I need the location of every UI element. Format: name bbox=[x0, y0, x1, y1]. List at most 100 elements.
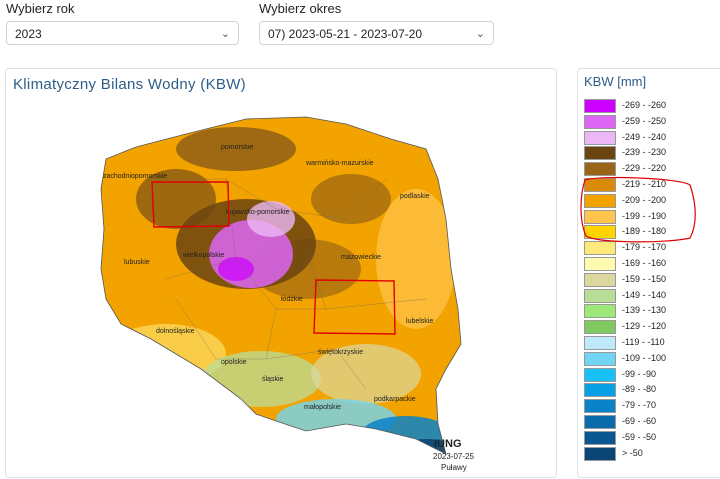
legend-swatch bbox=[584, 272, 616, 287]
chevron-down-icon: ⌄ bbox=[220, 28, 230, 40]
legend-range: -169 - -160 bbox=[622, 258, 667, 268]
legend-range: -259 - -250 bbox=[622, 115, 667, 126]
legend-range: -199 - -190 bbox=[622, 210, 667, 221]
region-label: podkarpackie bbox=[374, 396, 416, 403]
legend-item: -139 - -130 bbox=[584, 304, 720, 319]
legend-swatch bbox=[584, 320, 616, 335]
region-label: małopolskie bbox=[304, 404, 341, 411]
map-card: Klimatyczny Bilans Wodny (KBW) bbox=[5, 68, 557, 478]
legend-swatch bbox=[584, 99, 616, 113]
legend-range: > -50 bbox=[622, 447, 643, 458]
annotation-box bbox=[313, 279, 396, 335]
map-place: Puławy bbox=[441, 463, 467, 472]
legend-range: -189 - -180 bbox=[622, 226, 667, 237]
legend-range: -209 - -200 bbox=[622, 194, 667, 205]
legend-swatch bbox=[584, 225, 616, 240]
legend-item: -69 - -60 bbox=[584, 415, 720, 430]
region-label: opolskie bbox=[221, 359, 247, 366]
region-label: zachodniopomorskie bbox=[103, 173, 167, 180]
legend-swatch bbox=[584, 336, 616, 350]
legend-range: -159 - -150 bbox=[622, 273, 667, 284]
legend-range: -239 - -230 bbox=[622, 147, 667, 158]
legend-swatch bbox=[584, 178, 616, 192]
period-select-value: 07) 2023-05-21 - 2023-07-20 bbox=[268, 27, 423, 41]
legend-item: -199 - -190 bbox=[584, 209, 720, 225]
legend-item: -269 - -260 bbox=[584, 99, 720, 114]
region-label: lubuskie bbox=[124, 259, 150, 266]
legend-card: KBW [mm] -269 - -260 -259 - -250 -249 - -2… bbox=[577, 68, 720, 478]
year-label: Wybierz rok bbox=[6, 1, 75, 16]
region-label: warmińsko-mazurskie bbox=[305, 160, 374, 167]
legend-range: -269 - -260 bbox=[622, 100, 667, 110]
map-date: 2023-07-25 bbox=[433, 452, 474, 461]
legend-item: -219 - -210 bbox=[584, 178, 720, 193]
map-title: Klimatyczny Bilans Wodny (KBW) bbox=[13, 76, 246, 93]
region-label: mazowieckie bbox=[341, 254, 381, 261]
region-label: wielkopolskie bbox=[182, 252, 224, 259]
legend-range: -109 - -100 bbox=[622, 352, 667, 363]
legend-swatch bbox=[584, 193, 616, 208]
legend-swatch bbox=[584, 209, 616, 224]
region-label: kujawsko-pomorskie bbox=[226, 209, 290, 216]
annotation-box bbox=[151, 181, 230, 228]
legend-item: -259 - -250 bbox=[584, 114, 720, 130]
legend-swatch bbox=[584, 146, 616, 161]
legend-item: -229 - -220 bbox=[584, 162, 720, 177]
region-label: pomorskie bbox=[221, 144, 253, 151]
legend-swatch bbox=[584, 241, 616, 256]
legend-swatch bbox=[584, 162, 616, 177]
legend-item: -209 - -200 bbox=[584, 193, 720, 209]
legend-item: -129 - -120 bbox=[584, 320, 720, 335]
legend-swatch bbox=[584, 415, 616, 429]
legend-swatch bbox=[584, 367, 616, 382]
legend-item: -119 - -110 bbox=[584, 336, 720, 351]
period-label: Wybierz okres bbox=[259, 1, 342, 16]
legend-swatch bbox=[584, 114, 616, 129]
legend-range: -179 - -170 bbox=[622, 242, 667, 253]
year-select-value: 2023 bbox=[15, 27, 42, 41]
region-label: lubelskie bbox=[406, 318, 433, 325]
legend-item: -239 - -230 bbox=[584, 146, 720, 161]
legend-range: -89 - -80 bbox=[622, 384, 657, 395]
legend-range: -69 - -60 bbox=[622, 416, 657, 426]
legend-item: -99 - -90 bbox=[584, 367, 720, 383]
legend-range: -119 - -110 bbox=[622, 337, 665, 347]
kbw-map: pomorskie warmińsko-mazurskie zachodniop… bbox=[100, 116, 474, 472]
legend-range: -249 - -240 bbox=[622, 131, 667, 142]
legend-range: -99 - -90 bbox=[622, 368, 657, 379]
legend-swatch bbox=[584, 257, 616, 271]
legend-range: -129 - -120 bbox=[622, 321, 667, 332]
legend-swatch bbox=[584, 288, 616, 303]
legend-range: -79 - -70 bbox=[622, 400, 657, 411]
legend-item: -169 - -160 bbox=[584, 257, 720, 272]
legend-range: -219 - -210 bbox=[622, 179, 667, 189]
legend-swatch bbox=[584, 130, 616, 145]
legend-item: -79 - -70 bbox=[584, 399, 720, 414]
legend-item: -249 - -240 bbox=[584, 130, 720, 146]
legend-swatch bbox=[584, 430, 616, 445]
region-label: łódzkie bbox=[281, 296, 303, 303]
region-label: podlaskie bbox=[400, 193, 430, 200]
legend-item: > -50 bbox=[584, 446, 720, 462]
svg-text:IUNG: IUNG bbox=[434, 438, 462, 450]
region-label: dolnośląskie bbox=[156, 328, 195, 335]
legend-swatch bbox=[584, 351, 616, 366]
legend-swatch bbox=[584, 399, 616, 414]
legend-item: -109 - -100 bbox=[584, 351, 720, 367]
legend-swatch bbox=[584, 383, 616, 398]
region-label: świętokrzyskie bbox=[318, 349, 363, 356]
legend-swatch bbox=[584, 446, 616, 461]
legend-item: -159 - -150 bbox=[584, 272, 720, 288]
legend-swatch bbox=[584, 304, 616, 319]
legend-item: -89 - -80 bbox=[584, 383, 720, 398]
legend-range: -229 - -220 bbox=[622, 163, 667, 174]
iung-logo: IUNG bbox=[434, 438, 462, 450]
year-select[interactable]: 2023 ⌄ bbox=[6, 21, 239, 45]
legend-range: -149 - -140 bbox=[622, 289, 667, 300]
legend-range: -59 - -50 bbox=[622, 431, 657, 442]
legend-item: -189 - -180 bbox=[584, 225, 720, 240]
legend-range: -139 - -130 bbox=[622, 305, 667, 316]
period-select[interactable]: 07) 2023-05-21 - 2023-07-20 ⌄ bbox=[259, 21, 494, 45]
legend-title: KBW [mm] bbox=[584, 74, 647, 89]
legend-item: -59 - -50 bbox=[584, 430, 720, 446]
